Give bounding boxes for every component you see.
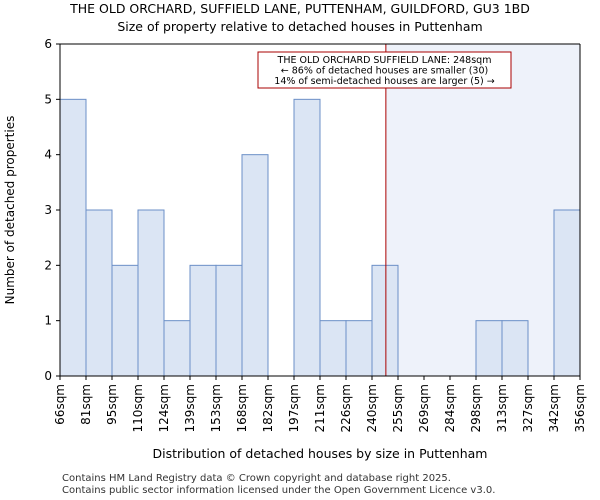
footer-line-2: Contains public sector information licen… <box>62 485 496 496</box>
x-tick-label-124sqm: 124sqm <box>157 384 171 432</box>
x-tick-label-211sqm: 211sqm <box>313 384 327 432</box>
bar-110sqm <box>137 209 165 377</box>
x-tick-label-255sqm: 255sqm <box>391 384 405 432</box>
x-tick-label-298sqm: 298sqm <box>469 384 483 432</box>
y-tick-label-5: 5 <box>44 92 52 106</box>
chart-subtitle: Size of property relative to detached ho… <box>117 19 483 34</box>
annotation-box <box>257 51 512 89</box>
bar-66sqm <box>59 98 87 377</box>
annotation-line-2: ← 86% of detached houses are smaller (30… <box>281 66 488 77</box>
bar-342sqm <box>553 209 581 377</box>
x-tick-label-342sqm: 342sqm <box>547 384 561 432</box>
y-tick-label-3: 3 <box>44 203 52 217</box>
bar-81sqm <box>85 209 113 377</box>
x-tick-label-327sqm: 327sqm <box>521 384 535 432</box>
x-tick-label-95sqm: 95sqm <box>105 384 119 425</box>
x-tick-label-197sqm: 197sqm <box>287 384 301 432</box>
x-tick-label-269sqm: 269sqm <box>417 384 431 432</box>
chart-title: THE OLD ORCHARD, SUFFIELD LANE, PUTTENHA… <box>70 1 530 16</box>
y-tick-label-1: 1 <box>44 314 52 328</box>
y-tick-label-6: 6 <box>44 37 52 51</box>
x-tick-label-153sqm: 153sqm <box>209 384 223 432</box>
bar-298sqm <box>475 320 503 377</box>
bar-313sqm <box>501 320 529 377</box>
x-tick-label-81sqm: 81sqm <box>79 384 93 425</box>
bar-153sqm <box>215 264 243 377</box>
bar-139sqm <box>189 264 217 377</box>
x-tick-label-139sqm: 139sqm <box>183 384 197 432</box>
bar-226sqm <box>345 320 373 377</box>
bar-95sqm <box>111 264 139 377</box>
x-tick-label-240sqm: 240sqm <box>365 384 379 432</box>
y-tick-label-2: 2 <box>44 258 52 272</box>
annotation-line-3: 14% of semi-detached houses are larger (… <box>274 76 494 87</box>
bar-240sqm <box>371 264 399 377</box>
y-tick-label-0: 0 <box>44 369 52 383</box>
y-axis-title: Number of detached properties <box>3 116 17 305</box>
annotation-line-1: THE OLD ORCHARD SUFFIELD LANE: 248sqm <box>277 55 492 66</box>
x-tick-label-356sqm: 356sqm <box>573 384 587 432</box>
bar-211sqm <box>319 320 347 377</box>
bar-197sqm <box>293 98 321 377</box>
x-tick-label-226sqm: 226sqm <box>339 384 353 432</box>
x-tick-label-110sqm: 110sqm <box>131 384 145 432</box>
x-tick-label-182sqm: 182sqm <box>261 384 275 432</box>
footer-line-1: Contains HM Land Registry data © Crown c… <box>62 473 451 484</box>
x-tick-label-284sqm: 284sqm <box>443 384 457 432</box>
bar-168sqm <box>241 154 269 377</box>
y-tick-label-4: 4 <box>44 148 52 162</box>
x-tick-label-168sqm: 168sqm <box>235 384 249 432</box>
x-tick-label-66sqm: 66sqm <box>53 384 67 425</box>
bar-124sqm <box>163 320 191 377</box>
x-tick-label-313sqm: 313sqm <box>495 384 509 432</box>
x-axis-title: Distribution of detached houses by size … <box>153 446 488 461</box>
